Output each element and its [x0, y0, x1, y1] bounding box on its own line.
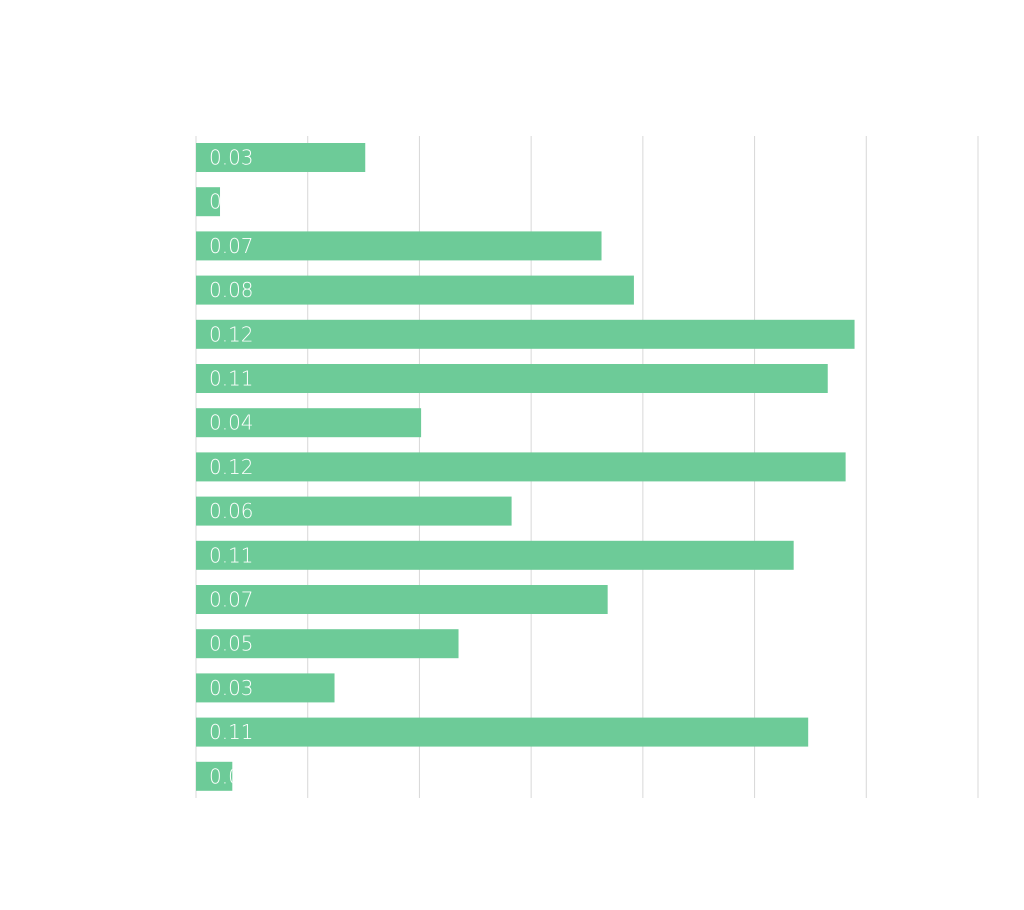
bar-value-label: 0.01	[209, 764, 254, 788]
bar-value-label: 0.07	[209, 234, 254, 258]
bar-value-label: 0.11	[209, 367, 254, 391]
bar-value-label: 0	[209, 190, 222, 214]
bar-value-label: 0.11	[209, 720, 254, 744]
bar	[196, 452, 846, 482]
bar	[196, 496, 512, 526]
bar-value-label: 0.11	[209, 543, 254, 567]
bar	[196, 673, 335, 703]
bar-value-label: 0.12	[209, 322, 254, 346]
bar-value-label: 0.07	[209, 588, 254, 612]
bar-value-label: 0.06	[209, 499, 254, 523]
bar-value-label: 0.03	[209, 676, 254, 700]
bar-value-label: 0.03	[209, 146, 254, 170]
bar-value-label: 0.04	[209, 411, 254, 435]
bar	[196, 143, 366, 172]
bar-value-label: 0.12	[209, 455, 254, 479]
bars	[196, 143, 855, 791]
bar-value-label: 0.05	[209, 632, 254, 656]
bar	[196, 231, 602, 261]
bar	[196, 275, 634, 305]
bar	[196, 585, 608, 614]
data-labels: 0.03 0 0.07 0.08 0.12 0.11 0.04 0.12 0.06 0.11 0.0…	[209, 146, 254, 789]
bar	[196, 717, 809, 747]
bar-value-label: 0.08	[209, 278, 254, 302]
bar	[196, 540, 794, 570]
bar	[196, 408, 422, 438]
bar	[196, 319, 855, 349]
bar	[196, 187, 221, 217]
bar	[196, 629, 459, 659]
bar	[196, 364, 828, 393]
bar	[196, 761, 233, 791]
